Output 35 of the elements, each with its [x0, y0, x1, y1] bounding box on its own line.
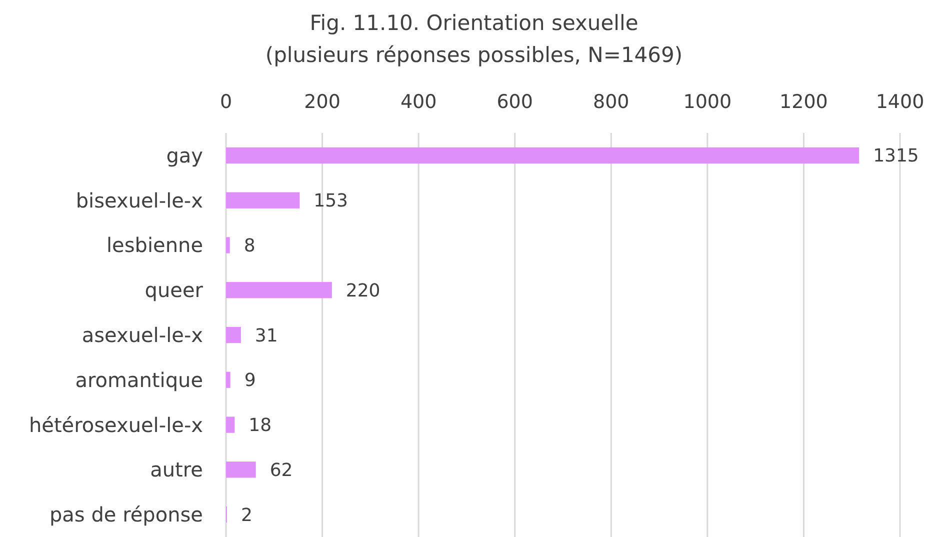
x-tick-label: 600: [496, 91, 533, 113]
x-tick-label: 1200: [780, 91, 828, 113]
data-label: 153: [314, 190, 348, 212]
x-tick-label: 1400: [876, 91, 924, 113]
y-tick-label: queer: [144, 278, 204, 302]
x-tick-label: 1000: [683, 91, 732, 113]
data-label: 9: [244, 370, 256, 392]
bar: [226, 372, 230, 388]
y-tick-label: lesbienne: [106, 233, 203, 258]
bar: [226, 192, 300, 208]
bar: [226, 326, 241, 344]
data-label: 18: [248, 415, 272, 436]
y-tick-label: asexuel-le-x: [82, 323, 204, 347]
x-tick-label: 800: [593, 91, 630, 113]
data-label: 62: [270, 460, 293, 481]
y-tick-label: bisexuel-le-x: [76, 188, 204, 212]
bar: [226, 237, 230, 254]
x-tick-label: 400: [400, 91, 437, 113]
y-tick-label: gay: [166, 143, 204, 168]
data-label: 8: [244, 236, 256, 257]
chart-title: Fig. 11.10. Orientation sexuelle (plusieurs réponses possibles, N=1469): [265, 11, 683, 67]
data-label: 2: [240, 504, 252, 526]
bar: [226, 282, 332, 298]
data-label: 31: [254, 325, 278, 346]
y-tick-label: aromantique: [75, 368, 203, 392]
y-tick-label: pas de réponse: [49, 502, 203, 527]
y-tick-label: autre: [150, 458, 203, 482]
bar: [226, 462, 256, 478]
y-tick-label: hétérosexuel-le-x: [28, 412, 204, 437]
x-tick-label: 0: [220, 91, 232, 113]
data-label: 1315: [873, 146, 919, 167]
data-label: 220: [346, 280, 380, 302]
x-tick-label: 200: [304, 91, 340, 113]
bar: [226, 147, 860, 164]
bar: [226, 416, 235, 433]
